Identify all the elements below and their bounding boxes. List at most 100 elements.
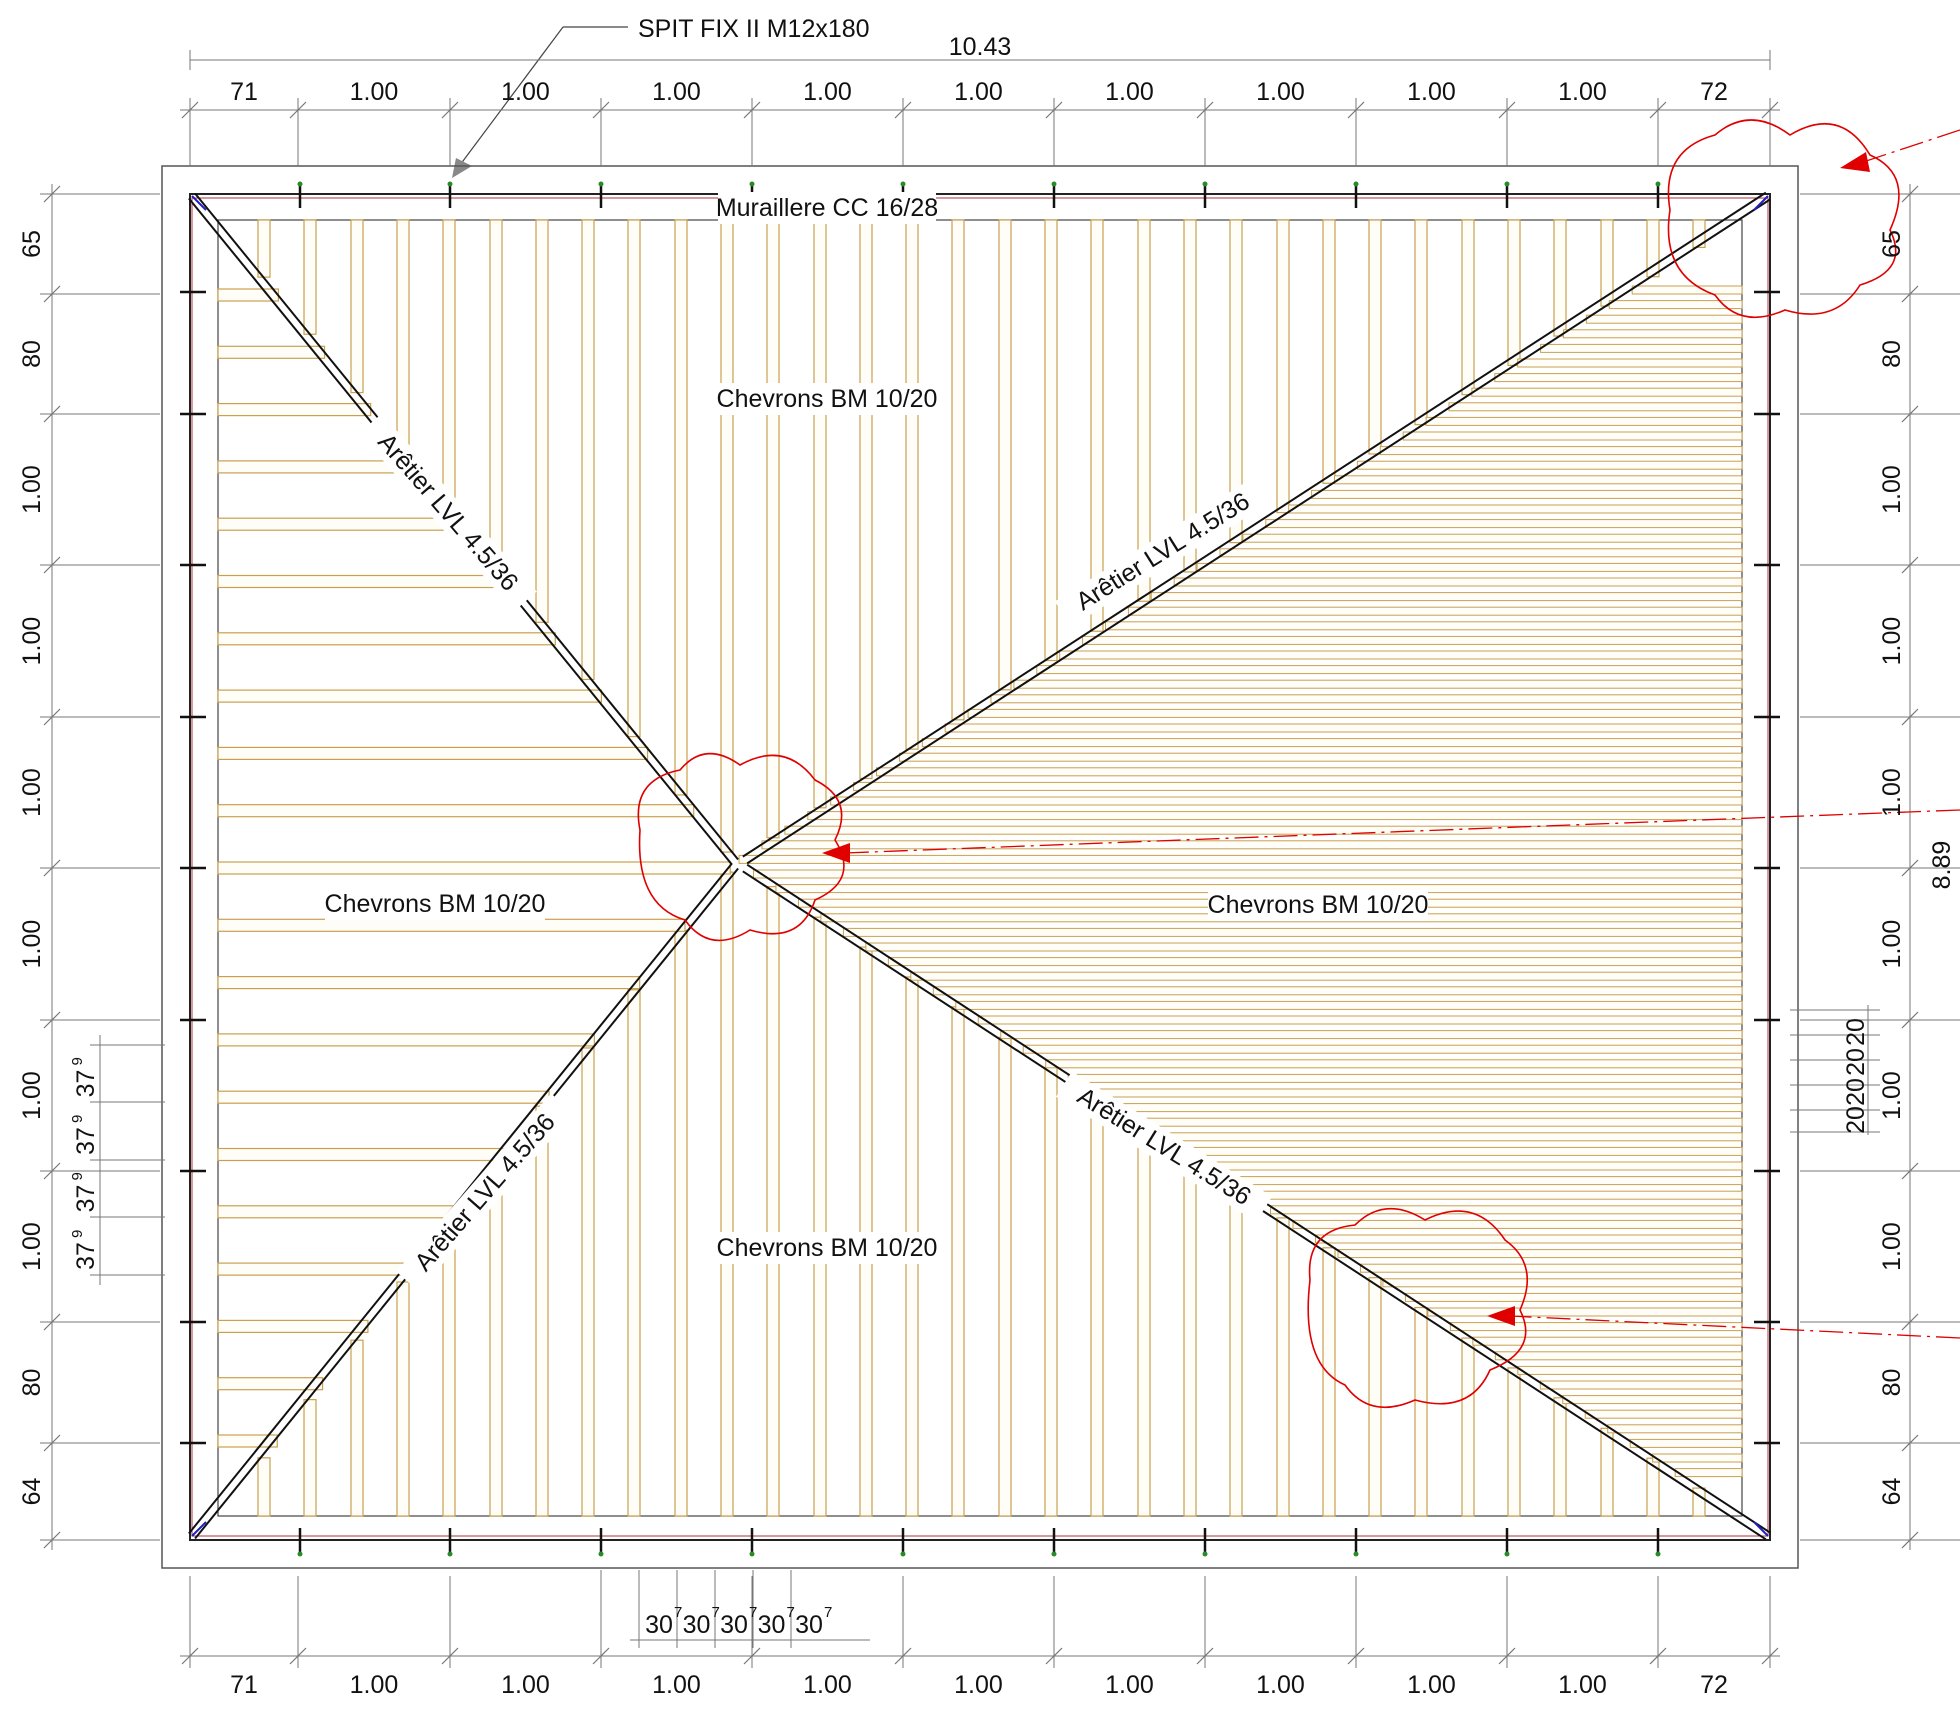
rafter (898, 752, 1743, 762)
dimension-line (1045, 1647, 1063, 1665)
anchor-dot (1504, 181, 1510, 187)
top-dimension-label: 1.00 (1407, 78, 1456, 106)
rafter (1461, 1337, 1475, 1517)
right-dimension-label: 1.00 (1878, 465, 1906, 514)
bottom-small-dimension-value: 30 (645, 1611, 673, 1639)
rafter (217, 403, 372, 417)
top-dimension-label: 1.00 (350, 78, 399, 106)
anchor-dot (447, 1551, 453, 1557)
rafter (720, 871, 734, 1517)
anchor-markers-group (180, 181, 1780, 1557)
rafter (1202, 1161, 1743, 1171)
rafter (1562, 1395, 1743, 1405)
rafter (1382, 1278, 1743, 1288)
rafter (813, 219, 827, 809)
rafter (1225, 1176, 1743, 1186)
bottom-dimension-label: 1.00 (1256, 1671, 1305, 1699)
rafter (1104, 621, 1743, 631)
rafter (1196, 562, 1743, 572)
dimension-line (1498, 101, 1516, 119)
anchor-dot (598, 1551, 604, 1557)
right-dimension-label: 65 (1878, 230, 1906, 258)
right-dimension-label: 1.00 (1878, 1071, 1906, 1120)
rafter (1553, 1397, 1567, 1517)
rafter (1539, 1380, 1743, 1390)
rafter (217, 632, 556, 646)
bottom-dimension-label: 71 (230, 1671, 258, 1699)
rafter (990, 694, 1743, 704)
rafter (1314, 1234, 1743, 1244)
bottom-small-dimension-value: 30 (795, 1611, 823, 1639)
rafter (1584, 1409, 1743, 1419)
right-small-dimension-value: 20 (1842, 1048, 1870, 1076)
rafter (217, 689, 603, 703)
rafter (761, 840, 1743, 850)
rafter (1337, 1249, 1743, 1259)
rafter (1607, 1424, 1743, 1434)
anchor-dot (1202, 181, 1208, 187)
rafter (1276, 1217, 1290, 1517)
left-dimension-label: 1.00 (18, 617, 46, 666)
rafter (1173, 577, 1743, 587)
rafter (1692, 1487, 1706, 1517)
right-dimension-label: 80 (1878, 1369, 1906, 1397)
rafter (1219, 548, 1743, 558)
right-dimension-label: 1.00 (1878, 617, 1906, 666)
dimension-texts-group: 71 1.00 1.00 1.00 1.00 1.00 1.00 1.00 1.00 1.00 72… (18, 78, 1906, 1699)
dimension-line (1901, 1011, 1919, 1029)
anchor-dot (1504, 1551, 1510, 1557)
revision-arrow-center (822, 809, 1960, 863)
rafter (442, 219, 456, 508)
rafter (1540, 343, 1743, 353)
dimension-line (1761, 1647, 1779, 1665)
dimension-line (43, 185, 61, 203)
rafter (1270, 1205, 1743, 1215)
revision-cloud-top-right (1667, 119, 1900, 318)
rafter (217, 345, 326, 359)
rafter (951, 1006, 965, 1517)
rafter (1600, 1427, 1614, 1517)
rafter (1157, 1132, 1743, 1142)
dimension-line (1498, 1647, 1516, 1665)
right-dimension-label: 80 (1878, 340, 1906, 368)
rafter (1449, 1322, 1743, 1332)
rafter (1112, 1103, 1743, 1113)
rafter (674, 219, 688, 796)
anchor-dot (297, 181, 303, 187)
anchor-dot (749, 181, 755, 187)
rafter (998, 219, 1012, 691)
anchor-dot (1202, 1551, 1208, 1557)
outer-outline (161, 165, 1799, 1569)
right-dimension-label: 64 (1878, 1478, 1906, 1506)
rafter (1082, 635, 1743, 645)
rafter (217, 918, 686, 932)
top-dimension-label: 1.00 (1558, 78, 1607, 106)
right-small-dimension-value: 20 (1842, 1078, 1870, 1106)
hip-rafter-line (746, 198, 1771, 865)
left-small-dimension-value: 37 (72, 1185, 100, 1213)
dimension-lines-group (40, 50, 1960, 1668)
dimension-line (1901, 1162, 1919, 1180)
rafter (217, 746, 649, 761)
left-small-dimension-value: 37 (72, 1127, 100, 1155)
rafter (932, 986, 1743, 996)
dimension-line (592, 1647, 610, 1665)
rafter (1427, 1307, 1743, 1317)
revision-arrow-top (1840, 129, 1960, 172)
left-small-dimension: 37 9 (69, 1230, 100, 1270)
corner-tick (1753, 1521, 1769, 1537)
rafter (1180, 1146, 1743, 1156)
left-small-dimension-value: 37 (72, 1070, 100, 1098)
bottom-small-dimension-value: 30 (758, 1611, 786, 1639)
rafter (766, 886, 780, 1517)
rafter (1494, 373, 1743, 383)
rafter (1000, 1030, 1743, 1040)
rafter (1631, 285, 1743, 295)
left-dimension-label: 1.00 (18, 465, 46, 514)
revision-cloud-center (637, 752, 845, 942)
dimension-line (43, 1011, 61, 1029)
overall-height-label: 8.89 (1928, 841, 1956, 890)
rafter (1425, 416, 1743, 426)
rafter (1137, 219, 1151, 602)
